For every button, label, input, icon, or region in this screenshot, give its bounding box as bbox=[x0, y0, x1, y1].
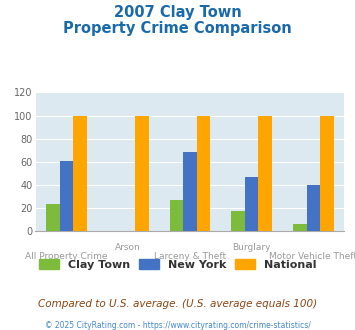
Text: Larceny & Theft: Larceny & Theft bbox=[154, 252, 226, 261]
Text: Burglary: Burglary bbox=[233, 243, 271, 251]
Bar bbox=[258, 115, 272, 231]
Bar bbox=[73, 115, 87, 231]
Bar bbox=[183, 152, 197, 231]
Text: Motor Vehicle Theft: Motor Vehicle Theft bbox=[269, 252, 355, 261]
Legend: Clay Town, New York, National: Clay Town, New York, National bbox=[36, 256, 320, 273]
Text: All Property Crime: All Property Crime bbox=[25, 252, 108, 261]
Bar bbox=[60, 161, 73, 231]
Bar bbox=[197, 115, 210, 231]
Text: Property Crime Comparison: Property Crime Comparison bbox=[63, 21, 292, 36]
Text: © 2025 CityRating.com - https://www.cityrating.com/crime-statistics/: © 2025 CityRating.com - https://www.city… bbox=[45, 321, 310, 330]
Text: Arson: Arson bbox=[115, 243, 141, 251]
Bar bbox=[46, 204, 60, 231]
Text: 2007 Clay Town: 2007 Clay Town bbox=[114, 5, 241, 20]
Bar bbox=[320, 115, 334, 231]
Bar bbox=[170, 200, 183, 231]
Bar bbox=[307, 185, 320, 231]
Bar bbox=[231, 211, 245, 231]
Bar bbox=[245, 177, 258, 231]
Bar bbox=[293, 224, 307, 231]
Text: Compared to U.S. average. (U.S. average equals 100): Compared to U.S. average. (U.S. average … bbox=[38, 299, 317, 309]
Bar bbox=[135, 115, 148, 231]
